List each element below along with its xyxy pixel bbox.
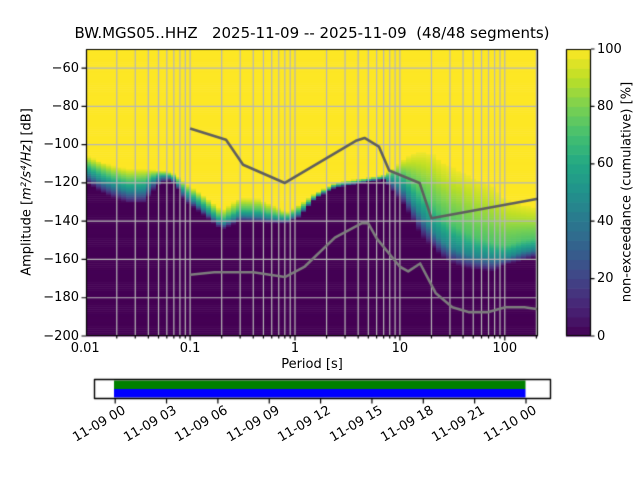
x-tick-label: 0.1 — [179, 341, 201, 356]
x-tick-label: 100 — [492, 341, 518, 356]
y-tick-label: −160 — [43, 251, 79, 267]
y-axis-label-units: m²/s⁴/Hz — [19, 144, 35, 200]
colorbar-tick-label: 60 — [597, 156, 614, 172]
x-tick-label: 0.01 — [70, 341, 100, 356]
y-tick-label: −80 — [51, 98, 79, 114]
y-tick-label: −140 — [43, 213, 79, 229]
colorbar-tick-label: 20 — [597, 271, 614, 287]
colorbar-tick-label: 40 — [597, 213, 614, 229]
y-tick-label: −180 — [43, 290, 79, 306]
y-tick-label: −100 — [43, 137, 79, 153]
x-tick-label: 10 — [391, 341, 409, 356]
colorbar-tick-label: 100 — [597, 41, 622, 57]
y-axis-label: Amplitude [m²/s⁴/Hz] [dB] — [19, 108, 35, 276]
plot-title: BW.MGS05..HHZ 2025-11-09 -- 2025-11-09 (… — [74, 24, 550, 42]
x-axis-label: Period [s] — [281, 357, 343, 372]
y-tick-label: −60 — [51, 60, 79, 76]
colorbar-label: non-exceedance (cumulative) [%] — [619, 81, 635, 303]
y-tick-label: −200 — [43, 328, 79, 344]
colorbar-tick-label: 0 — [597, 328, 606, 344]
y-tick-label: −120 — [43, 175, 79, 191]
colorbar-tick-label: 80 — [597, 98, 614, 114]
x-tick-label: 1 — [290, 341, 300, 356]
